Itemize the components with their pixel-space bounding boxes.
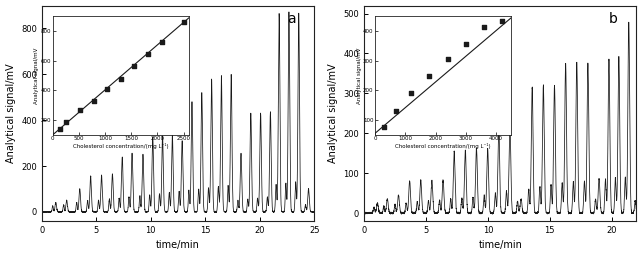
Text: a: a (287, 12, 295, 26)
X-axis label: time/min: time/min (156, 240, 200, 250)
Text: b: b (609, 12, 618, 26)
Y-axis label: Analytical signal/mV: Analytical signal/mV (328, 63, 338, 163)
X-axis label: time/min: time/min (478, 240, 522, 250)
Y-axis label: Analytical signal/mV: Analytical signal/mV (6, 63, 15, 163)
